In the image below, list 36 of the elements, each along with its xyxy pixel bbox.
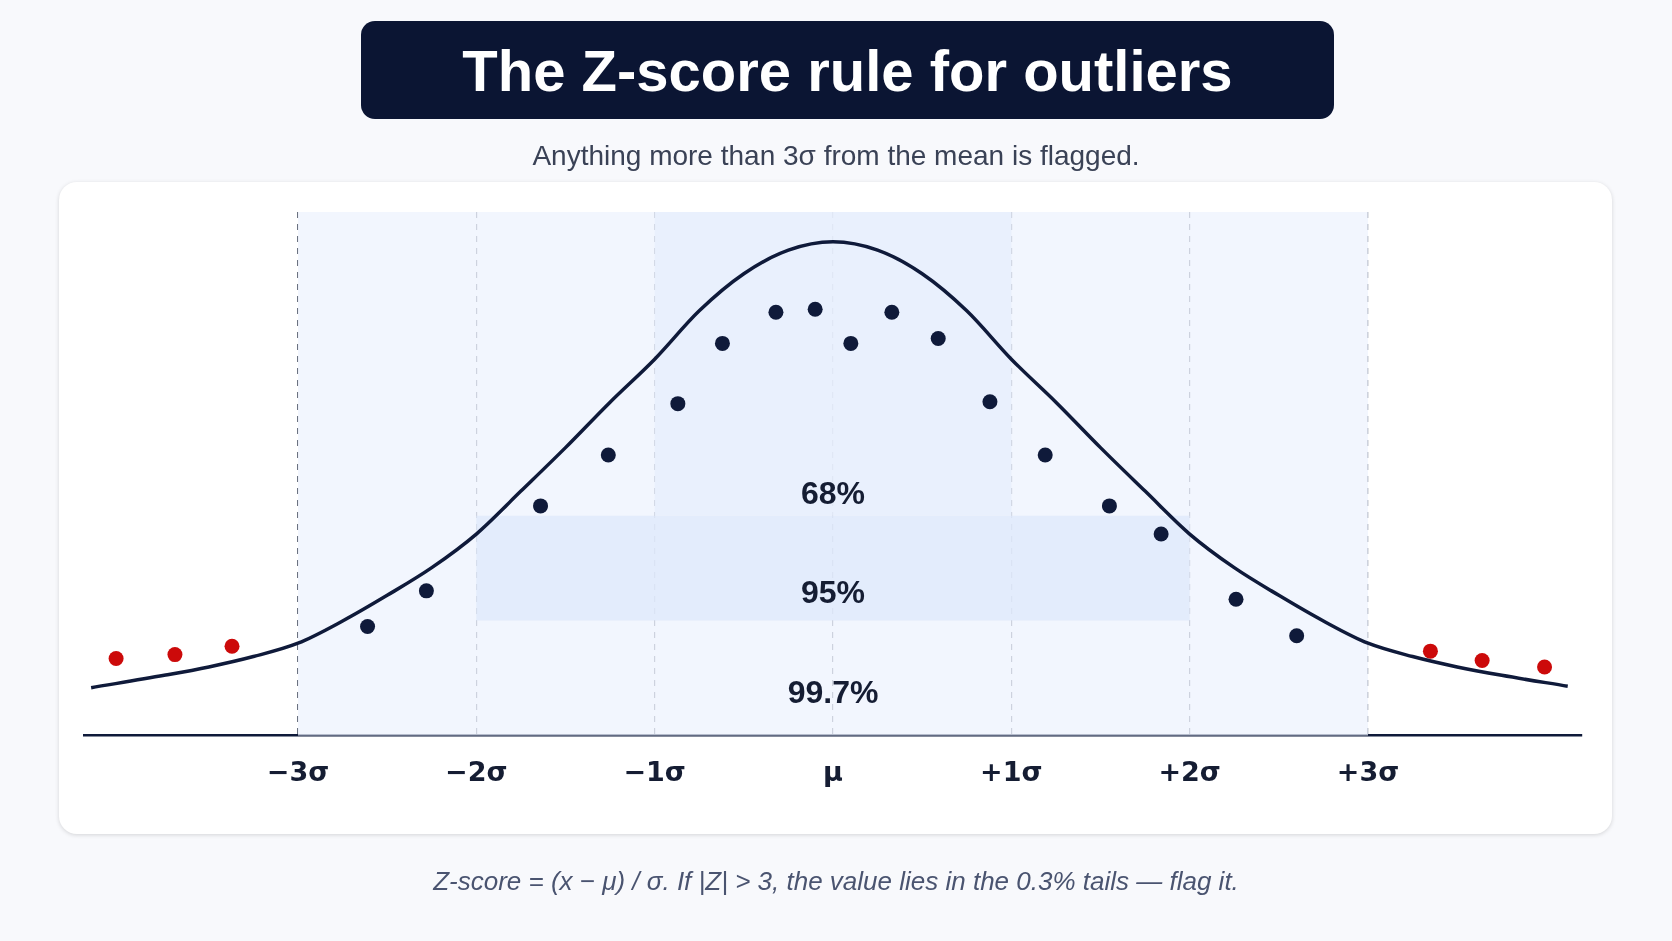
point	[533, 498, 549, 514]
band-label: 68%	[800, 474, 866, 511]
point	[1422, 643, 1438, 659]
point	[108, 651, 124, 667]
point	[1153, 526, 1169, 542]
point	[1037, 447, 1053, 463]
x-tick-label: μ	[823, 755, 844, 787]
point	[1228, 591, 1244, 607]
x-tick-label: +3σ	[1336, 755, 1400, 787]
band-label: 99.7%	[787, 673, 879, 710]
band-label: 95%	[800, 574, 866, 611]
point	[360, 618, 376, 634]
x-tick-label: +2σ	[1158, 755, 1221, 787]
point	[1101, 498, 1117, 514]
point	[1537, 659, 1553, 675]
point	[714, 335, 730, 351]
x-tick-label: −2σ	[445, 755, 508, 787]
point	[670, 396, 686, 412]
point	[224, 638, 240, 654]
x-tick-label: −1σ	[623, 755, 686, 787]
point	[167, 647, 183, 663]
point	[600, 447, 616, 463]
x-tick-label: +1σ	[980, 755, 1043, 787]
chart-subtitle: Anything more than 3σ from the mean is flagged.	[531, 140, 1141, 172]
chart-title: The Z-score rule for outliers	[361, 21, 1334, 119]
text: Z-score = (x − μ) / σ. If |Z| > 3, the value lies in the 0.3% tails — flag it.	[431, 866, 1240, 897]
point	[884, 304, 900, 320]
x-tick-label: −3σ	[266, 755, 330, 787]
point	[843, 335, 859, 351]
point	[807, 301, 823, 317]
point	[1474, 653, 1490, 669]
point	[768, 304, 784, 320]
point	[930, 330, 946, 346]
point	[418, 583, 434, 599]
point	[982, 394, 998, 410]
point	[1289, 628, 1305, 644]
